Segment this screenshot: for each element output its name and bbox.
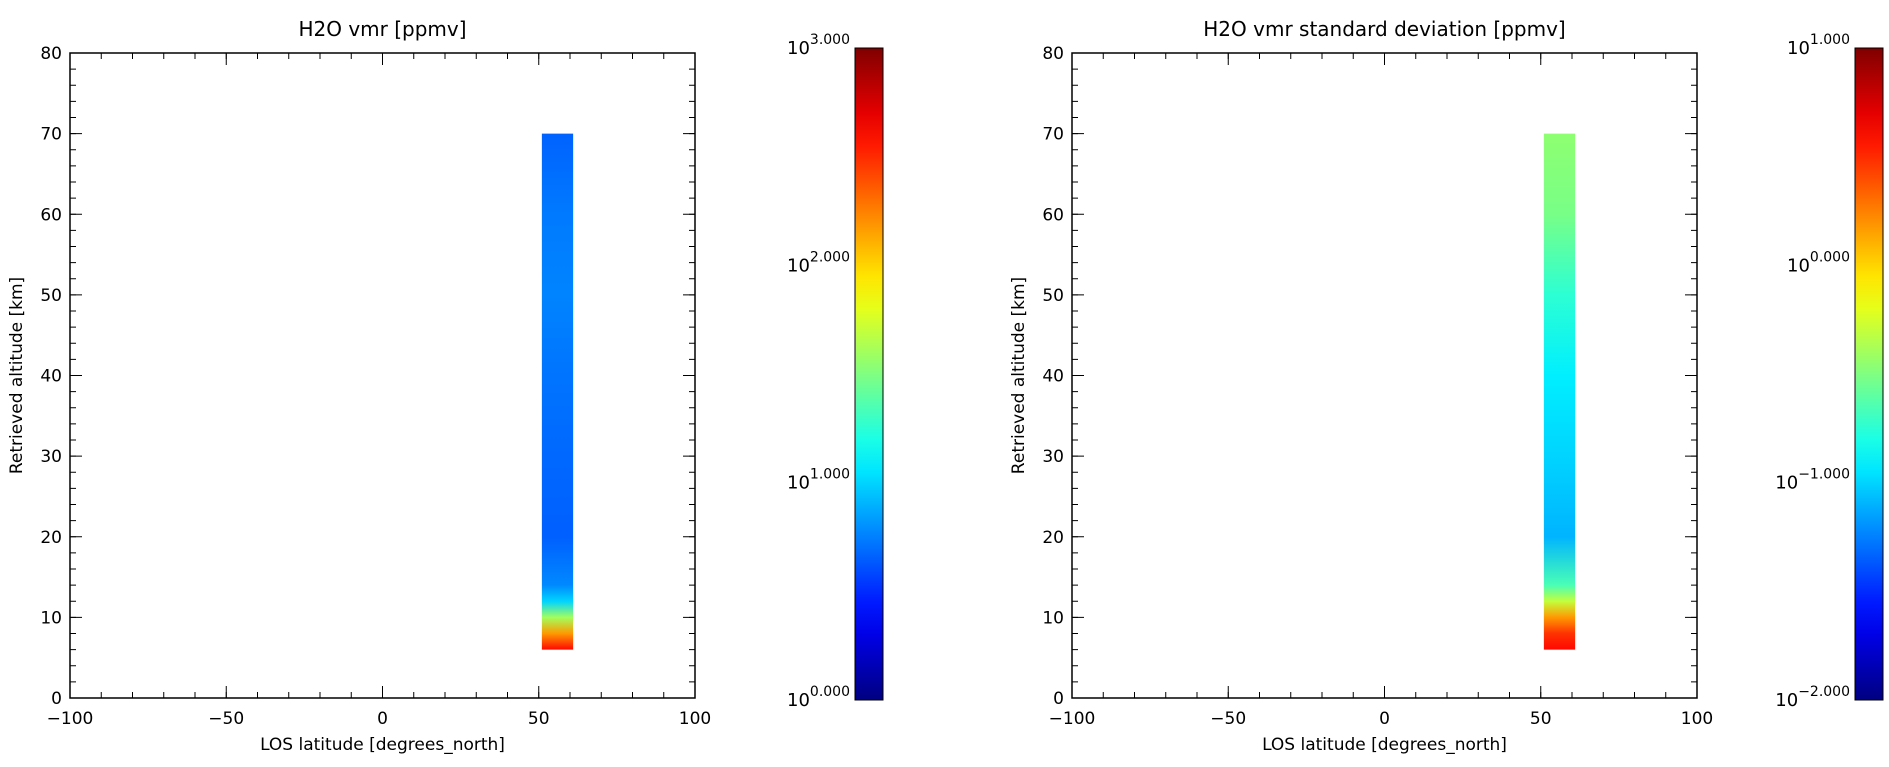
x-tick-label: −50 bbox=[208, 709, 244, 729]
colorbar-label: 102.000 bbox=[787, 249, 850, 276]
y-tick-label: 30 bbox=[40, 447, 62, 467]
y-tick-label: 20 bbox=[40, 528, 62, 548]
colorbar-label-exponent: −1.000 bbox=[1798, 467, 1850, 483]
panel-2: −100 −50 0 50 100 0 10 20 30 40 50 60 70 80 H2O vmr st… bbox=[1009, 17, 1884, 755]
y-tick-label: 80 bbox=[1042, 44, 1064, 64]
y-tick-label: 60 bbox=[1042, 205, 1064, 225]
colorbar-label-exponent: 3.000 bbox=[810, 32, 850, 48]
x-tick-label: −100 bbox=[47, 709, 94, 729]
colorbar-label-exponent: −2.000 bbox=[1798, 684, 1850, 700]
x-tick-label: −100 bbox=[1049, 709, 1096, 729]
y-tick-label: 60 bbox=[40, 205, 62, 225]
colorbar-label-base: 10 bbox=[787, 255, 810, 276]
y-tick-label: 50 bbox=[1042, 286, 1064, 306]
colorbar-label-base: 10 bbox=[1787, 255, 1810, 276]
y-tick-label: 0 bbox=[1053, 689, 1064, 709]
colorbar bbox=[854, 47, 884, 701]
colorbar-label: 10−2.000 bbox=[1775, 684, 1850, 711]
colorbar-label: 101.000 bbox=[787, 467, 850, 494]
y-tick-label: 70 bbox=[1042, 125, 1064, 145]
x-tick-label: 50 bbox=[528, 709, 550, 729]
y-tick-label: 30 bbox=[1042, 447, 1064, 467]
colorbar-label-base: 10 bbox=[787, 690, 810, 711]
y-tick-label: 10 bbox=[40, 608, 62, 628]
x-tick-label: 0 bbox=[377, 709, 388, 729]
plot-frame bbox=[69, 52, 696, 699]
colorbar-label-base: 10 bbox=[1775, 690, 1798, 711]
colorbar-label-exponent: 0.000 bbox=[1810, 249, 1850, 265]
colorbar-label: 103.000 bbox=[787, 32, 850, 59]
colorbar-label-base: 10 bbox=[1775, 473, 1798, 494]
data-strip bbox=[541, 133, 574, 650]
colorbar-label-exponent: 0.000 bbox=[810, 684, 850, 700]
y-axis-label: Retrieved altitude [km] bbox=[7, 277, 27, 474]
plot-frame bbox=[1071, 52, 1698, 699]
x-tick-label: 100 bbox=[1681, 709, 1713, 729]
colorbar-label-base: 10 bbox=[787, 38, 810, 59]
panel-1: −100 −50 0 50 100 0 10 20 30 40 50 60 70 80 H2O vmr [p… bbox=[7, 17, 884, 755]
colorbar-label: 100.000 bbox=[1787, 249, 1850, 276]
x-axis-label: LOS latitude [degrees_north] bbox=[260, 735, 505, 755]
colorbar bbox=[1854, 47, 1884, 701]
colorbar-label-base: 10 bbox=[787, 473, 810, 494]
colorbar-label-base: 10 bbox=[1787, 38, 1810, 59]
y-tick-label: 40 bbox=[40, 367, 62, 387]
x-tick-label: 0 bbox=[1379, 709, 1390, 729]
x-tick-label: −50 bbox=[1210, 709, 1246, 729]
colorbar-label: 10−1.000 bbox=[1775, 467, 1850, 494]
colorbar-label-exponent: 1.000 bbox=[810, 467, 850, 483]
x-axis-label: LOS latitude [degrees_north] bbox=[1262, 735, 1507, 755]
y-tick-label: 70 bbox=[40, 125, 62, 145]
colorbar-label-exponent: 2.000 bbox=[810, 249, 850, 265]
colorbar-label: 100.000 bbox=[787, 684, 850, 711]
data-strip bbox=[1543, 133, 1576, 650]
x-tick-label: 100 bbox=[679, 709, 711, 729]
y-axis-label: Retrieved altitude [km] bbox=[1009, 277, 1029, 474]
y-tick-label: 50 bbox=[40, 286, 62, 306]
colorbar-label-exponent: 1.000 bbox=[1810, 32, 1850, 48]
y-tick-label: 40 bbox=[1042, 367, 1064, 387]
chart-title: H2O vmr standard deviation [ppmv] bbox=[1203, 17, 1565, 41]
y-tick-label: 20 bbox=[1042, 528, 1064, 548]
y-tick-label: 10 bbox=[1042, 608, 1064, 628]
y-tick-label: 0 bbox=[51, 689, 62, 709]
x-tick-label: 50 bbox=[1530, 709, 1552, 729]
chart-title: H2O vmr [ppmv] bbox=[298, 17, 466, 41]
y-tick-label: 80 bbox=[40, 44, 62, 64]
colorbar-label: 101.000 bbox=[1787, 32, 1850, 59]
